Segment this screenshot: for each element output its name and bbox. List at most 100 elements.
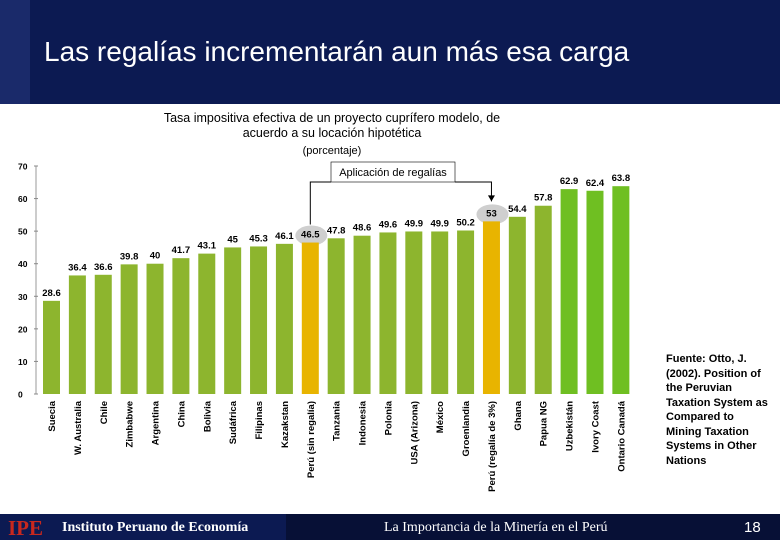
annotation-label: Aplicación de regalías <box>339 167 447 179</box>
footer-presentation-title: La Importancia de la Minería en el Perú <box>384 520 608 535</box>
value-label: 50.2 <box>456 217 475 228</box>
slide-header: Las regalías incrementarán aun más esa c… <box>0 0 780 104</box>
value-label: 45.3 <box>249 233 268 244</box>
y-tick-label: 50 <box>18 227 28 237</box>
value-label: 36.4 <box>68 262 87 273</box>
bar <box>172 258 190 394</box>
highlight-oval <box>295 225 328 246</box>
value-label: 28.6 <box>42 288 61 299</box>
annotation-arrowhead <box>487 195 495 202</box>
slide-footer: IPE Instituto Peruano de Economía La Imp… <box>0 514 780 540</box>
y-tick-label: 30 <box>18 292 28 302</box>
bar <box>301 242 319 394</box>
header-accent-bar <box>0 0 30 104</box>
category-label: Suecia <box>47 400 58 431</box>
bar <box>198 253 216 394</box>
bar-chart: Tasa impositiva efectiva de un proyecto … <box>18 111 630 492</box>
y-tick-label: 10 <box>18 357 28 367</box>
value-label: 40 <box>150 251 161 262</box>
category-label: W. Australia <box>73 400 84 455</box>
category-label: Indonesia <box>358 400 369 445</box>
value-label: 47.8 <box>327 225 346 236</box>
bar <box>560 189 578 394</box>
bar <box>275 243 293 394</box>
royalty-annotation: Aplicación de regalías <box>309 161 495 225</box>
value-label: 41.7 <box>172 245 191 256</box>
value-label: 49.9 <box>430 218 449 229</box>
value-label: 53 <box>486 208 497 219</box>
highlight-ovals <box>295 204 509 246</box>
bar <box>457 230 475 394</box>
category-label: Kazakstan <box>280 401 291 448</box>
bar <box>431 231 449 394</box>
bar <box>508 216 526 394</box>
annotation-box <box>330 161 456 183</box>
bar <box>405 231 423 394</box>
category-label: Perú (sin regalía) <box>306 401 317 478</box>
value-label: 46.1 <box>275 231 294 242</box>
value-label: 54.4 <box>508 204 527 215</box>
category-label: Polonia <box>383 400 394 435</box>
bar <box>94 274 112 394</box>
bar <box>43 300 60 394</box>
chart-area: Tasa impositiva efectiva de un proyecto … <box>0 104 780 514</box>
bar <box>586 190 604 394</box>
annotation-left-line <box>309 181 331 225</box>
y-tick-label: 40 <box>18 259 28 269</box>
category-label: Chile <box>99 401 110 424</box>
bar <box>250 246 268 394</box>
ipe-logo: IPE <box>8 516 44 540</box>
value-label: 48.6 <box>353 223 372 234</box>
category-label: Ivory Coast <box>590 400 601 453</box>
institute-name: Instituto Peruano de Economía <box>62 520 249 535</box>
value-label: 63.8 <box>612 173 631 184</box>
category-label: Zimbabwe <box>125 401 136 447</box>
category-label: Bolivia <box>202 400 213 432</box>
category-label: Papua NG <box>539 401 550 446</box>
value-label: 62.4 <box>586 178 605 189</box>
category-label: Ghana <box>513 400 524 430</box>
source-note: Fuente: Otto, J. (2002). Position of the… <box>666 353 768 467</box>
page-number: 18 <box>744 519 761 536</box>
bar <box>327 238 345 394</box>
value-label: 46.5 <box>301 230 320 241</box>
category-label: Sudáfrica <box>228 400 239 444</box>
category-label: USA (Arizona) <box>409 401 420 465</box>
bar <box>612 186 630 394</box>
category-label: Filipinas <box>254 401 265 440</box>
bar <box>224 247 242 394</box>
bar <box>379 232 397 394</box>
bar <box>146 263 164 394</box>
category-label: Uzbekistán <box>565 401 576 451</box>
y-tick-label: 70 <box>18 162 28 172</box>
bar <box>353 235 371 394</box>
value-label: 36.6 <box>94 262 113 273</box>
bar <box>482 221 500 394</box>
category-label: Groenlandia <box>461 400 472 456</box>
value-label: 49.6 <box>379 219 398 230</box>
category-label: Ontario Canadá <box>616 400 627 471</box>
y-axis: 0 10 20 30 40 50 60 70 <box>18 162 38 400</box>
chart-title-line-2: acuerdo a su locación hipotética <box>243 126 422 140</box>
value-labels: 28.6 36.4 36.6 39.8 40 41.7 43.1 45 45.3 46.1 46.5… <box>42 173 630 299</box>
category-label: China <box>176 400 187 427</box>
value-label: 43.1 <box>198 241 217 252</box>
value-label: 39.8 <box>120 251 139 262</box>
highlight-oval <box>476 204 509 225</box>
value-label: 45 <box>227 234 238 245</box>
bar <box>534 205 552 394</box>
chart-subtitle: (porcentaje) <box>303 145 362 157</box>
y-tick-label: 0 <box>18 390 23 400</box>
category-labels: Suecia W. Australia Chile Zimbabwe Argentina… <box>47 400 627 492</box>
bar <box>120 264 138 394</box>
value-label: 57.8 <box>534 193 553 204</box>
y-tick-label: 20 <box>18 324 28 334</box>
category-label: Perú (regalía de 3%) <box>487 401 498 492</box>
category-label: México <box>435 401 446 433</box>
slide-title: Las regalías incrementarán aun más esa c… <box>44 36 630 67</box>
value-label: 62.9 <box>560 176 579 187</box>
bar <box>68 275 86 394</box>
chart-title-line-1: Tasa impositiva efectiva de un proyecto … <box>164 111 500 125</box>
category-label: Tanzania <box>332 400 343 441</box>
category-label: Argentina <box>151 400 162 445</box>
